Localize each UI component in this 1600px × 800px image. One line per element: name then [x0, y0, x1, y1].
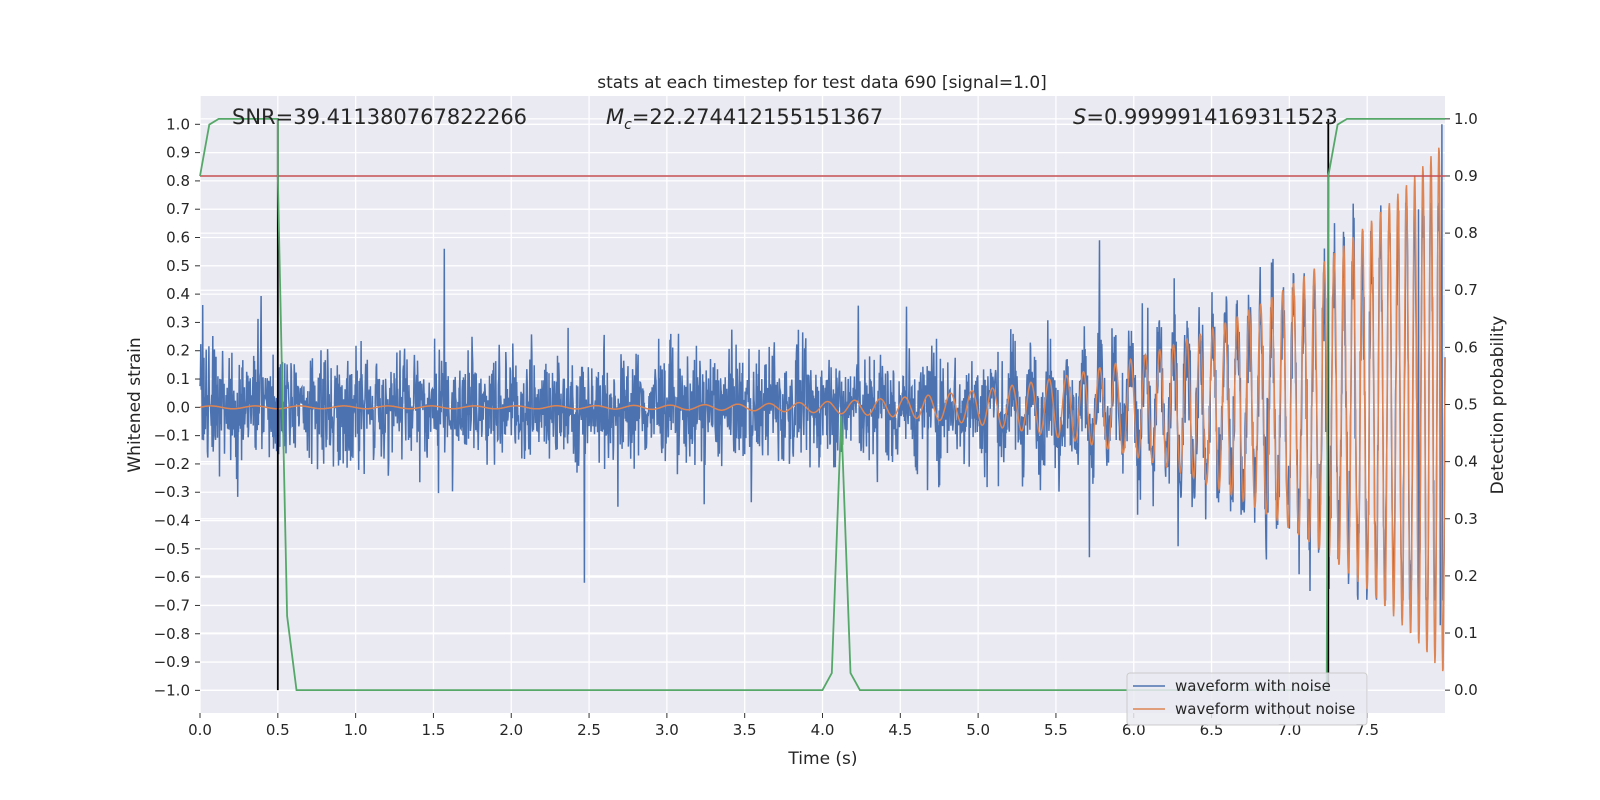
y2-tick-label: 0.4 — [1454, 453, 1478, 471]
legend-box — [1126, 672, 1368, 726]
y2-tick-label: 0.9 — [1454, 167, 1478, 185]
x-tick-label: 5.5 — [1044, 721, 1068, 739]
x-tick-label: 2.0 — [499, 721, 523, 739]
x-tick-label: 1.5 — [422, 721, 446, 739]
series-layer — [199, 118, 1446, 691]
y-tick-label: 0.7 — [166, 200, 190, 218]
x-tick-label: 2.5 — [577, 721, 601, 739]
y2-tick-label: 1.0 — [1454, 110, 1478, 128]
y2-tick-label: 0.3 — [1454, 510, 1478, 528]
series-detection-probability — [199, 118, 1445, 691]
y2-tick-label: 0.0 — [1454, 681, 1478, 699]
y2-tick-label: 0.5 — [1454, 396, 1478, 414]
y2-tick-label: 0.1 — [1454, 624, 1478, 642]
x-tick-label: 1.0 — [344, 721, 368, 739]
y-tick-label: 0.5 — [166, 257, 190, 275]
chart-title: stats at each timestep for test data 690… — [597, 73, 1047, 93]
y-tick-label: −0.8 — [154, 625, 190, 643]
y-tick-label: −0.7 — [154, 596, 190, 614]
y2-tick-label: 0.6 — [1454, 338, 1478, 356]
series-waveform-without-noise — [199, 147, 1446, 672]
chirp-mass-subscript: c — [624, 117, 632, 133]
y-axis-label: Whitened strain — [125, 337, 145, 472]
y2-axis-label: Detection probability — [1488, 316, 1508, 495]
y-tick-label: −0.4 — [154, 512, 190, 530]
snr-annotation: SNR=39.411380767822266 — [232, 105, 527, 129]
legend: waveform with noise waveform without noi… — [1126, 672, 1368, 726]
detection-score-value: =0.9999914169311523 — [1086, 105, 1337, 129]
x-tick-label: 4.5 — [888, 721, 912, 739]
x-axis-label: Time (s) — [787, 749, 857, 769]
x-tick-label: 5.0 — [966, 721, 990, 739]
y-tick-label: 0.4 — [166, 285, 190, 303]
x-tick-label: 0.0 — [188, 721, 212, 739]
x-tick-label: 3.0 — [655, 721, 679, 739]
y-tick-label: 0.1 — [166, 370, 190, 388]
legend-label-clean: waveform without noise — [1175, 700, 1355, 718]
y-tick-label: −0.3 — [154, 483, 190, 501]
y2-tick-label: 0.7 — [1454, 281, 1478, 299]
chirp-mass-value: =22.274412155151367 — [632, 105, 883, 129]
y-tick-label: −0.9 — [154, 653, 190, 671]
y-tick-label: 0.9 — [166, 144, 190, 162]
x-tick-label: 0.5 — [266, 721, 290, 739]
y-tick-label: 0.0 — [166, 398, 190, 416]
y2-tick-label: 0.8 — [1454, 224, 1478, 242]
y2-tick-label: 0.2 — [1454, 567, 1478, 585]
y-tick-label: 0.6 — [166, 229, 190, 247]
y-tick-label: 0.3 — [166, 313, 190, 331]
x-tick-label: 3.5 — [733, 721, 757, 739]
y-tick-label: −0.2 — [154, 455, 190, 473]
legend-label-noise: waveform with noise — [1175, 677, 1331, 695]
ticks: 0.0 0.5 1.0 1.5 2.0 2.5 3.0 3.5 4.0 4.5 5.0 5.5 6.0 6… — [154, 110, 1478, 739]
y-tick-label: 0.2 — [166, 342, 190, 360]
detection-score-symbol: S — [1073, 105, 1086, 129]
x-tick-label: 4.0 — [811, 721, 835, 739]
chirp-mass-annotation: Mc=22.274412155151367 — [606, 105, 883, 133]
chirp-mass-symbol: M — [606, 105, 624, 129]
y-tick-label: 0.8 — [166, 172, 190, 190]
y-tick-label: −0.1 — [154, 427, 190, 445]
y-tick-label: −0.6 — [154, 568, 190, 586]
detection-score-annotation: S=0.9999914169311523 — [1073, 105, 1338, 129]
y-tick-label: −1.0 — [154, 681, 190, 699]
series-waveform-with-noise — [199, 124, 1446, 626]
y-tick-label: −0.5 — [154, 540, 190, 558]
y-tick-label: 1.0 — [166, 115, 190, 133]
